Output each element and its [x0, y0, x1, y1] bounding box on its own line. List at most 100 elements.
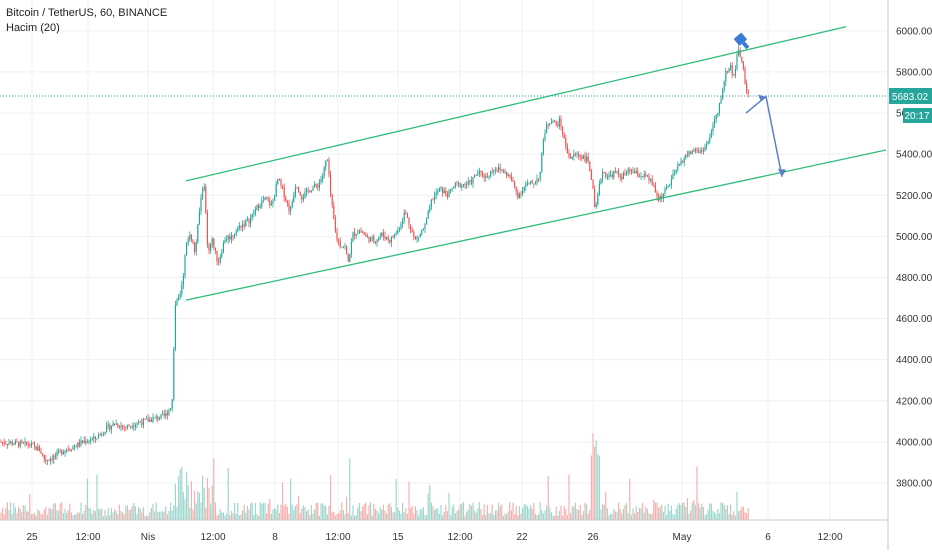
volume-bar: [661, 504, 663, 520]
volume-bar: [626, 503, 628, 520]
countdown-value: 20:17: [904, 111, 929, 122]
current-price-tag[interactable]: [889, 87, 932, 104]
volume-bar: [338, 513, 340, 520]
volume-bar: [274, 507, 276, 520]
volume-bar: [379, 507, 381, 520]
volume-bar: [298, 495, 300, 520]
volume-bar: [142, 507, 144, 520]
candle-body: [333, 205, 335, 219]
volume-bar: [726, 505, 728, 520]
candle-body: [130, 426, 132, 428]
candle-body: [546, 124, 548, 134]
volume-bar: [352, 505, 354, 520]
volume-bar: [715, 514, 717, 520]
volume-bar: [254, 502, 256, 520]
candle-body: [547, 124, 549, 126]
time-tick-label: 12:00: [200, 532, 225, 543]
volume-bar: [690, 510, 692, 520]
candle-body: [150, 419, 152, 422]
volume-bar: [307, 509, 309, 520]
candle-body: [541, 153, 543, 172]
candle-body: [202, 190, 204, 198]
volume-bar: [566, 515, 568, 520]
volume-bar: [93, 509, 95, 520]
channel-lower-line[interactable]: [185, 149, 887, 301]
volume-bar: [107, 508, 109, 520]
candle-body: [512, 179, 514, 182]
candle-body: [152, 417, 154, 422]
volume-indicator-label[interactable]: Hacim (20): [6, 22, 60, 34]
volume-bar: [699, 507, 701, 520]
volume-bar: [650, 514, 652, 520]
candle-body: [445, 190, 447, 195]
volume-bar: [613, 508, 615, 520]
volume-bar: [42, 514, 44, 520]
volume-bar: [738, 511, 740, 520]
candle-body: [19, 441, 21, 447]
volume-bar: [653, 499, 655, 520]
volume-bar: [182, 491, 184, 520]
volume-bar: [576, 509, 578, 520]
volume-bar: [272, 509, 274, 520]
price-tick-label: 6000.00: [896, 26, 932, 37]
volume-bar: [446, 511, 448, 520]
volume-bar: [250, 503, 252, 520]
symbol-title[interactable]: Bitcoin / TetherUS, 60, BINANCE: [6, 7, 168, 19]
candle-body: [504, 171, 506, 173]
volume-bar: [718, 513, 720, 520]
volume-bar: [275, 509, 277, 520]
candle-body: [227, 236, 229, 240]
volume-bar: [621, 513, 623, 520]
candle-body: [349, 254, 351, 262]
candle-body: [410, 224, 412, 231]
marker-stem: [741, 41, 750, 50]
volume-bar: [442, 515, 444, 520]
volume-bar: [509, 502, 511, 520]
volume-bar: [587, 513, 589, 520]
candle-body: [386, 237, 388, 239]
time-tick-label: 6: [765, 532, 771, 543]
candle-body: [630, 170, 632, 173]
volume-bar: [418, 515, 420, 520]
volume-bar: [528, 508, 530, 520]
volume-bar: [106, 515, 108, 520]
candle-body: [123, 426, 125, 428]
candle-body: [125, 427, 127, 429]
projection-path[interactable]: [745, 95, 783, 177]
drawings[interactable]: [0, 26, 888, 301]
candle-body: [643, 174, 645, 177]
volume-bar: [573, 506, 575, 520]
volume-bar: [282, 482, 284, 520]
candle-body: [163, 413, 165, 417]
volume-bar: [232, 512, 234, 520]
candle-body: [29, 445, 31, 447]
volume-bar: [414, 506, 416, 520]
candle-body: [131, 426, 133, 428]
channel-upper-line[interactable]: [185, 26, 847, 182]
volume-bar: [195, 503, 197, 520]
candle-body: [330, 174, 332, 195]
candle-body: [491, 171, 493, 172]
volume-bar: [523, 504, 525, 520]
candle-body: [158, 418, 160, 420]
candle-body: [680, 161, 682, 165]
candle-body: [69, 449, 71, 451]
projection-arrowhead-up: [758, 94, 766, 102]
candle-body: [638, 176, 640, 177]
volume-bar: [579, 504, 581, 520]
candle-body: [440, 187, 442, 189]
candle-body: [654, 185, 656, 193]
candle-body: [691, 150, 693, 154]
volume-bar: [736, 491, 738, 520]
candle-body: [578, 153, 580, 156]
candle-body: [211, 238, 213, 245]
candle-body: [702, 150, 704, 152]
top-marker-icon[interactable]: [733, 32, 752, 52]
candle-body: [725, 71, 727, 82]
candle-body: [189, 235, 191, 239]
volume-bar: [405, 508, 407, 520]
candle-body: [506, 171, 508, 176]
volume-bar: [131, 506, 133, 520]
